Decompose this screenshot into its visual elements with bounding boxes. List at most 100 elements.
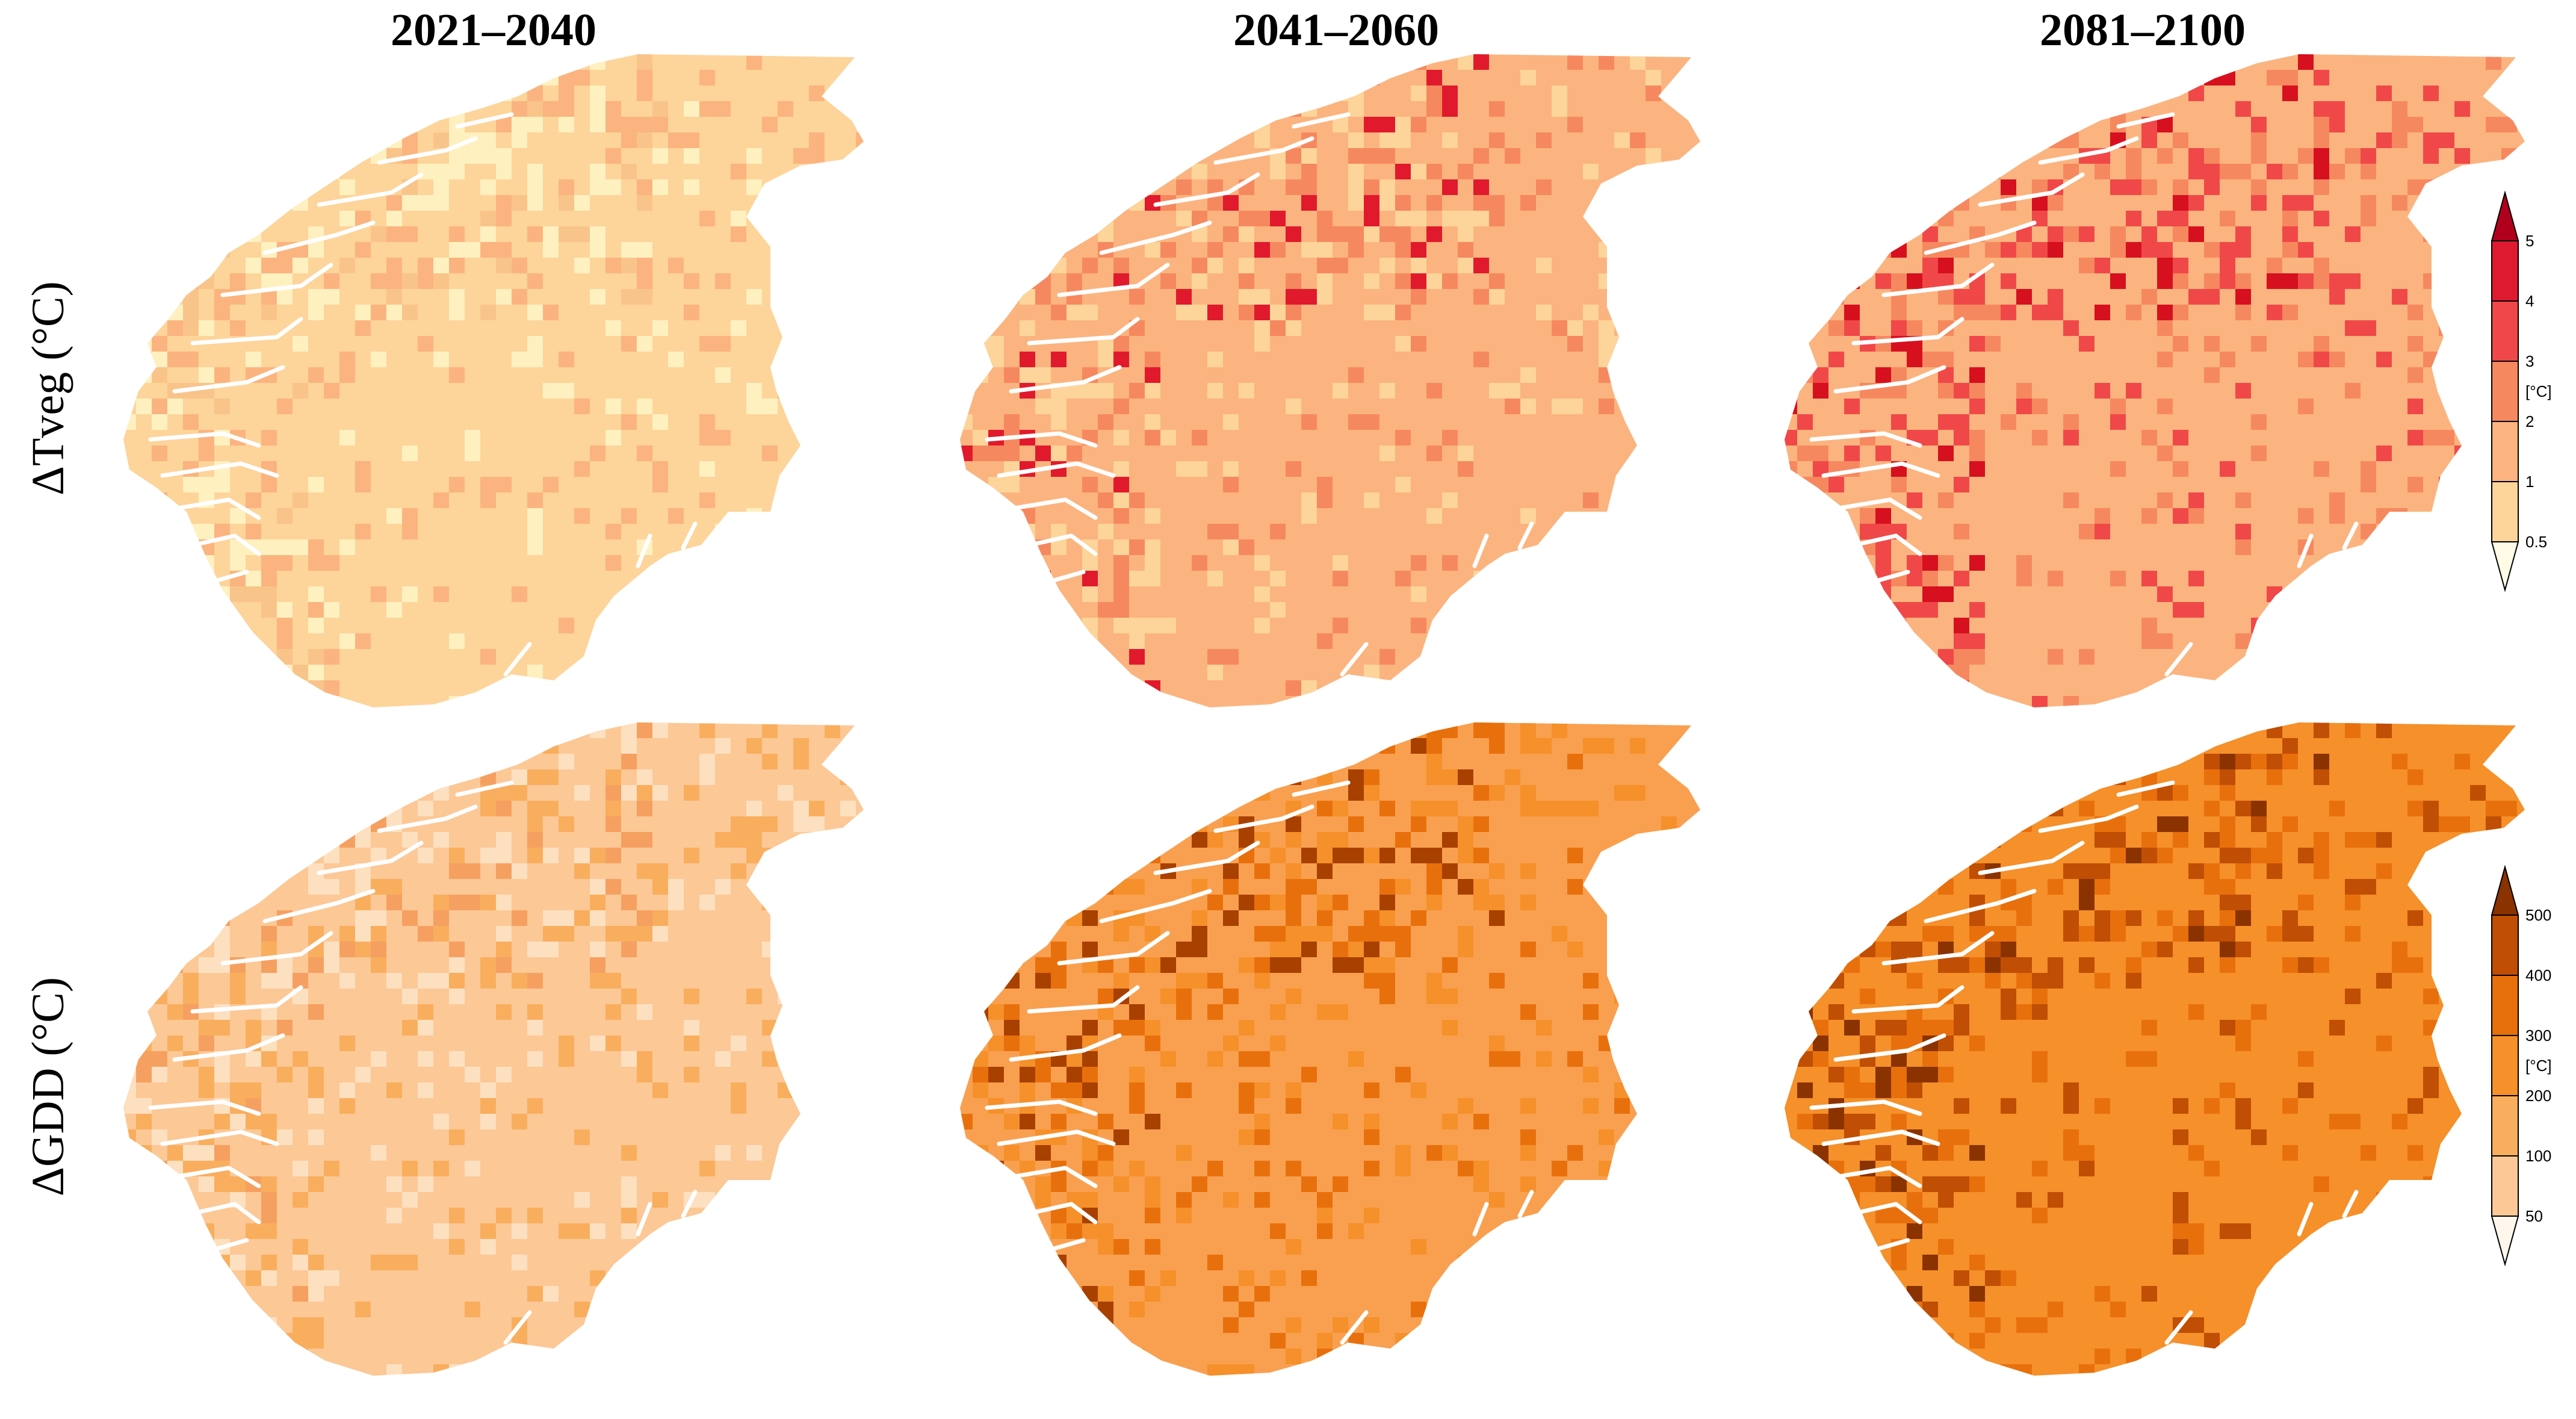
grid-cell	[2063, 101, 2079, 117]
grid-cell	[402, 910, 418, 926]
grid-cell	[136, 1098, 152, 1114]
grid-cell	[559, 54, 574, 70]
grid-cell	[230, 665, 246, 680]
grid-cell	[1207, 70, 1223, 85]
grid-cell	[1536, 305, 1552, 320]
grid-cell	[605, 848, 621, 863]
grid-cell	[1552, 602, 1567, 618]
grid-cell	[1785, 492, 1797, 508]
grid-cell	[2314, 586, 2329, 602]
grid-cell	[2439, 367, 2454, 383]
grid-cell	[652, 722, 668, 738]
grid-cell	[1348, 242, 1364, 258]
grid-cell	[480, 148, 496, 164]
grid-cell	[1969, 1255, 1985, 1270]
grid-cell	[1426, 863, 1442, 879]
grid-cell	[2407, 696, 2423, 707]
grid-cell	[2361, 618, 2376, 633]
grid-cell	[2188, 926, 2204, 942]
grid-cell	[277, 1067, 293, 1082]
grid-cell	[1035, 586, 1051, 602]
grid-cell	[1160, 273, 1176, 289]
grid-cell	[1661, 539, 1677, 555]
grid-cell	[1067, 211, 1082, 226]
grid-cell	[1473, 54, 1489, 70]
grid-cell	[1223, 1317, 1239, 1333]
grid-cell	[136, 399, 152, 414]
grid-cell	[183, 1286, 199, 1302]
fjord-line	[1292, 112, 1351, 129]
grid-cell	[1692, 1208, 1700, 1223]
grid-cell	[230, 680, 246, 696]
grid-cell	[668, 132, 684, 148]
grid-cell	[1207, 242, 1223, 258]
grid-cell	[1129, 571, 1145, 586]
grid-cell	[637, 832, 652, 848]
grid-cell	[1813, 848, 1828, 863]
grid-cell	[136, 1145, 152, 1161]
grid-cell	[152, 242, 167, 258]
grid-cell	[152, 942, 167, 957]
grid-cell	[1239, 211, 1254, 226]
grid-cell	[762, 942, 778, 957]
grid-cell	[1692, 1067, 1700, 1082]
grid-cell	[2141, 179, 2157, 195]
grid-cell	[480, 1239, 496, 1255]
grid-cell	[2126, 383, 2141, 399]
grid-cell	[731, 1286, 746, 1302]
grid-cell	[1797, 633, 1813, 649]
grid-cell	[543, 926, 559, 942]
grid-cell	[1954, 383, 1969, 399]
grid-cell	[2141, 738, 2157, 754]
grid-cell	[1270, 54, 1286, 70]
grid-cell	[1364, 1161, 1379, 1176]
grid-cell	[2423, 1067, 2439, 1082]
grid-cell	[960, 555, 973, 571]
grid-cell	[1379, 258, 1395, 273]
grid-cell	[2298, 399, 2314, 414]
grid-cell	[590, 895, 605, 910]
grid-cell	[183, 414, 199, 430]
grid-cell	[261, 942, 277, 957]
grid-cell	[2376, 446, 2392, 461]
grid-cell	[1145, 785, 1160, 801]
grid-cell	[605, 1302, 621, 1317]
grid-cell	[840, 602, 856, 618]
grid-cell	[480, 754, 496, 769]
grid-cell	[2392, 101, 2407, 117]
grid-cell	[2048, 226, 2063, 242]
grid-cell	[480, 769, 496, 785]
grid-cell	[1828, 571, 1844, 586]
grid-cell	[960, 54, 973, 70]
grid-cell	[1844, 1349, 1860, 1364]
fjord-line	[148, 1099, 261, 1116]
grid-cell	[1379, 132, 1395, 148]
grid-cell	[2282, 1380, 2298, 1396]
grid-cell	[1176, 85, 1192, 101]
grid-cell	[1473, 211, 1489, 226]
grid-cell	[308, 367, 324, 383]
grid-cell	[418, 1051, 433, 1067]
grid-cell	[637, 399, 652, 414]
grid-cell	[2048, 571, 2063, 586]
grid-cell	[1489, 132, 1505, 148]
grid-cell	[1630, 1333, 1646, 1349]
grid-cell	[1599, 680, 1614, 696]
grid-cell	[214, 926, 230, 942]
grid-cell	[973, 832, 988, 848]
grid-cell	[1785, 320, 1797, 336]
fjord-line	[455, 112, 514, 129]
grid-cell	[988, 649, 1004, 665]
grid-cell	[1907, 54, 1922, 70]
grid-cell	[1254, 1114, 1270, 1129]
grid-cell	[559, 179, 574, 195]
grid-cell	[1844, 1192, 1860, 1208]
grid-cell	[637, 258, 652, 273]
grid-cell	[1317, 273, 1333, 289]
grid-cell	[167, 1270, 183, 1286]
grid-cell	[2016, 1004, 2032, 1020]
grid-cell	[386, 801, 402, 816]
grid-cell	[246, 879, 261, 895]
grid-cell	[2251, 132, 2267, 148]
grid-cell	[1985, 973, 2001, 989]
